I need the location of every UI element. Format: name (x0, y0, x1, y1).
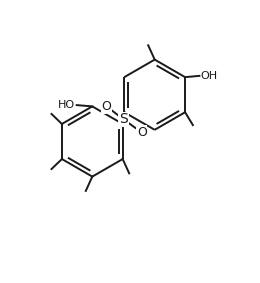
Text: HO: HO (58, 100, 75, 110)
Text: OH: OH (201, 71, 218, 81)
Text: O: O (137, 126, 147, 139)
Text: O: O (102, 100, 112, 113)
Text: S: S (119, 112, 128, 127)
